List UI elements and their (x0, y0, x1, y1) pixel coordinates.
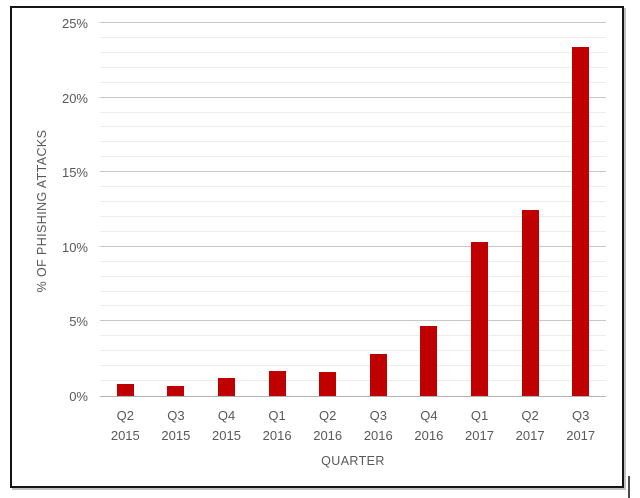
x-tick-label-q2-2015: Q2 2015 (110, 408, 140, 443)
y-tick-label-0pct: 0% (69, 389, 88, 404)
gridline-1pct (100, 380, 606, 382)
gridline-14pct (100, 186, 606, 188)
x-tick-label-q4-2015: Q4 2015 (212, 408, 241, 443)
gridline-15pct (100, 171, 606, 173)
bar-q2-2016 (319, 372, 337, 396)
x-tick-label-q2-2017: Q2 2017 (515, 408, 545, 443)
gridline-23pct (100, 51, 606, 53)
plot-area (100, 22, 606, 397)
y-tick-label-25pct: 25% (61, 16, 88, 31)
bar-q3-2017 (572, 46, 590, 396)
gridline-11pct (100, 230, 606, 232)
gridline-18pct (100, 126, 606, 128)
bar-q4-2016 (420, 325, 438, 396)
gridline-10pct (100, 245, 606, 247)
bar-q2-2017 (521, 209, 539, 396)
bar-q1-2016 (268, 370, 286, 396)
bar-q3-2015 (167, 385, 185, 396)
chart-frame: % OF PHISHING ATTACKS 0% 5% 10% 15% 20% 25% Q… (10, 6, 624, 488)
bar-q3-2016 (369, 354, 387, 396)
bar-q4-2015 (218, 378, 235, 396)
x-tick-label-q1-2017: Q1 2017 (465, 408, 494, 443)
x-tick-label-q2-2016: Q2 2016 (313, 408, 343, 443)
x-axis-category-labels: Q2 2015 Q3 2015 Q4 2015 Q1 2016 Q2 2016 Q3 2016 Q4 20… (100, 406, 606, 450)
gridline-5pct (100, 320, 606, 322)
gridline-24pct (100, 36, 606, 38)
gridline-12pct (100, 215, 606, 217)
gridline-19pct (100, 111, 606, 113)
y-axis-tick-labels: 0% 5% 10% 15% 20% 25% (12, 16, 88, 404)
gridline-16pct (100, 156, 606, 158)
x-tick-label-q1-2016: Q1 2016 (262, 408, 292, 443)
x-axis-title: QUARTER (321, 454, 385, 468)
x-tick-label-q3-2016: Q3 2016 (363, 408, 393, 443)
gridline-21pct (100, 81, 606, 83)
bar-q2-2015 (116, 384, 134, 396)
bar-q1-2017 (471, 242, 488, 396)
gridline-25pct (100, 22, 606, 23)
x-tick-label-q4-2016: Q4 2016 (414, 408, 444, 443)
gridline-2pct (100, 365, 606, 367)
gridline-4pct (100, 335, 606, 337)
gridline-13pct (100, 201, 606, 203)
cursor-artifact (628, 476, 630, 498)
gridline-9pct (100, 260, 606, 262)
x-tick-label-q3-2017: Q3 2017 (566, 408, 596, 443)
gridline-20pct (100, 96, 606, 98)
y-tick-label-5pct: 5% (69, 314, 88, 330)
gridline-7pct (100, 290, 606, 292)
gridline-17pct (100, 141, 606, 143)
gridline-8pct (100, 275, 606, 277)
gridline-3pct (100, 350, 606, 352)
y-tick-label-15pct: 15% (61, 165, 88, 181)
gridline-6pct (100, 305, 606, 307)
y-tick-label-20pct: 20% (61, 90, 88, 106)
y-tick-label-10pct: 10% (61, 239, 88, 255)
gridline-22pct (100, 66, 606, 68)
x-tick-label-q3-2015: Q3 2015 (161, 408, 191, 443)
